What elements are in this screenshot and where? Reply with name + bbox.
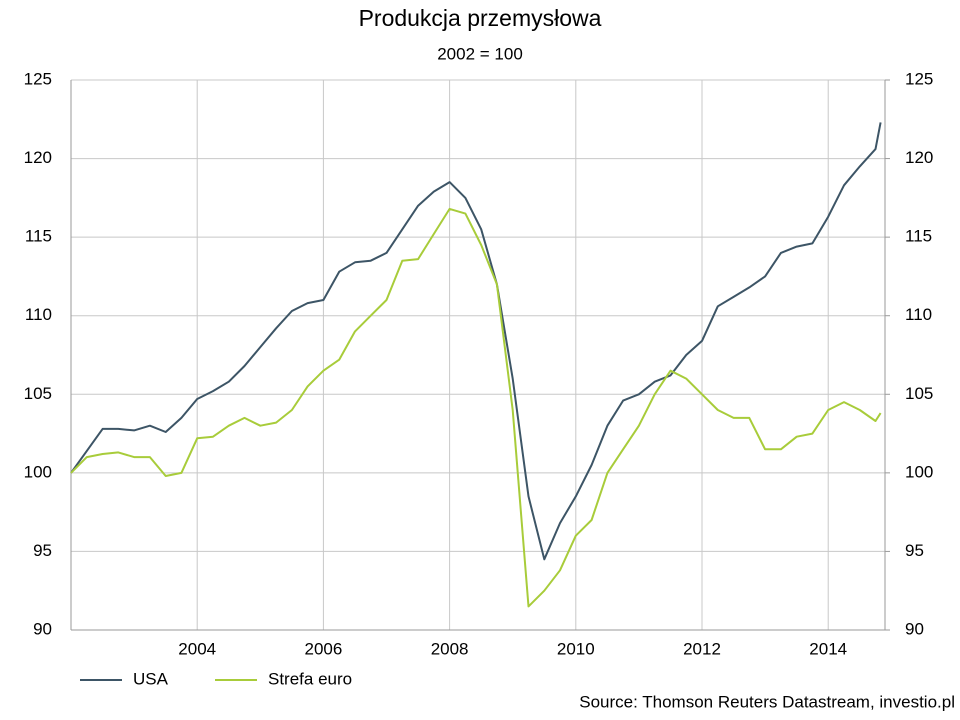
y-tick-label: 125	[24, 69, 52, 88]
y2-tick-label: 125	[905, 69, 933, 88]
source-note: Source: Thomson Reuters Datastream, inve…	[579, 692, 955, 711]
y-tick-label: 100	[24, 462, 52, 481]
legend-label: Strefa euro	[268, 669, 352, 688]
y2-tick-label: 110	[905, 305, 932, 324]
y2-tick-label: 90	[905, 619, 924, 638]
data-line	[70, 207, 882, 608]
x-tick-label: 2014	[809, 639, 847, 658]
y-tick-label: 90	[33, 619, 52, 638]
y2-tick-label: 120	[905, 148, 933, 167]
y-tick-label: 110	[25, 305, 52, 324]
y-tick-label: 115	[25, 227, 52, 246]
x-tick-label: 2008	[431, 639, 469, 658]
y2-tick-label: 105	[905, 384, 933, 403]
x-tick-label: 2004	[178, 639, 216, 658]
y2-tick-label: 100	[905, 462, 933, 481]
x-tick-label: 2006	[304, 639, 342, 658]
chart-title: Produkcja przemysłowa	[359, 5, 602, 31]
y-tick-label: 105	[24, 384, 52, 403]
y-tick-label: 120	[24, 148, 52, 167]
y2-tick-label: 115	[905, 227, 932, 246]
legend-label: USA	[133, 669, 169, 688]
x-tick-label: 2012	[683, 639, 721, 658]
data-line	[70, 122, 882, 561]
y-tick-label: 95	[33, 541, 52, 560]
y2-tick-label: 95	[905, 541, 924, 560]
chart-subtitle: 2002 = 100	[437, 44, 523, 63]
x-tick-label: 2010	[557, 639, 595, 658]
